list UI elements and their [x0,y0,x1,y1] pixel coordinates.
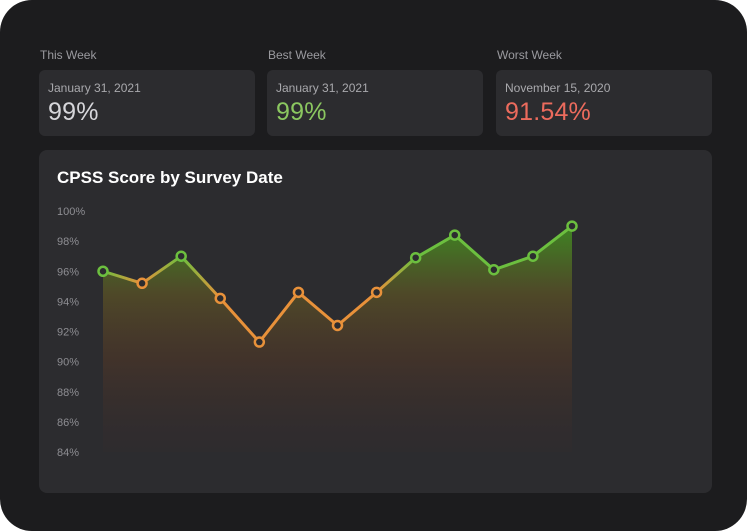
cpss-area-chart: 100% 98% 96% 94% 92% 90% 88% 86% 84% [57,206,578,459]
stat-value: 91.54% [505,98,591,126]
stat-worst-week: Worst Week November 15, 2020 91.54% [496,47,712,136]
data-point[interactable] [527,250,539,262]
series-line-segment [492,254,535,272]
data-point[interactable] [566,220,578,232]
series-line-segment [257,290,300,344]
y-tick-label: 88% [57,387,79,399]
series-line-segment [296,290,339,327]
series-line-segment [101,269,144,285]
y-tick-label: 92% [57,327,79,339]
stat-card: January 31, 2021 99% [39,70,255,136]
stat-date: January 31, 2021 [48,81,141,95]
series-line-segment [140,254,183,285]
data-point[interactable] [292,286,305,299]
y-tick-label: 98% [57,236,79,248]
stat-heading: This Week [40,48,97,62]
data-point[interactable] [449,229,461,241]
area-fill [103,226,572,452]
series-line-segment [414,233,457,260]
data-point[interactable] [253,336,266,348]
stat-card: November 15, 2020 91.54% [496,70,712,136]
stat-date: November 15, 2020 [505,81,611,95]
chart-title: CPSS Score by Survey Date [57,168,283,187]
y-tick-label: 94% [57,296,79,308]
chart-card: CPSS Score by Survey Date 100% 98% 96% 94% 9… [39,150,712,493]
series-line-segment [218,296,261,344]
stat-heading: Worst Week [497,48,562,62]
series-line-segment [453,233,496,272]
series-line-segment [179,254,222,300]
stat-date: January 31, 2021 [276,81,369,95]
y-tick-label: 90% [57,357,79,369]
series-line-segment [336,290,379,327]
data-point[interactable] [175,250,187,262]
data-point[interactable] [488,263,500,276]
stat-heading: Best Week [268,48,326,62]
series-line-segment [531,224,574,258]
y-tick-label: 100% [57,206,85,218]
data-point[interactable] [97,265,109,277]
data-point[interactable] [409,251,422,264]
stat-value: 99% [276,98,327,126]
stat-card: January 31, 2021 99% [267,70,483,136]
stat-best-week: Best Week January 31, 2021 99% [267,47,483,136]
data-point[interactable] [331,319,344,332]
y-tick-label: 86% [57,417,79,429]
stat-value: 99% [48,98,99,126]
series-line-segment [375,256,418,294]
stat-this-week: This Week January 31, 2021 99% [39,47,255,136]
y-tick-label: 96% [57,266,79,278]
data-point[interactable] [136,277,148,290]
data-point[interactable] [370,286,383,299]
y-tick-label: 84% [57,447,79,459]
data-point[interactable] [214,292,226,305]
